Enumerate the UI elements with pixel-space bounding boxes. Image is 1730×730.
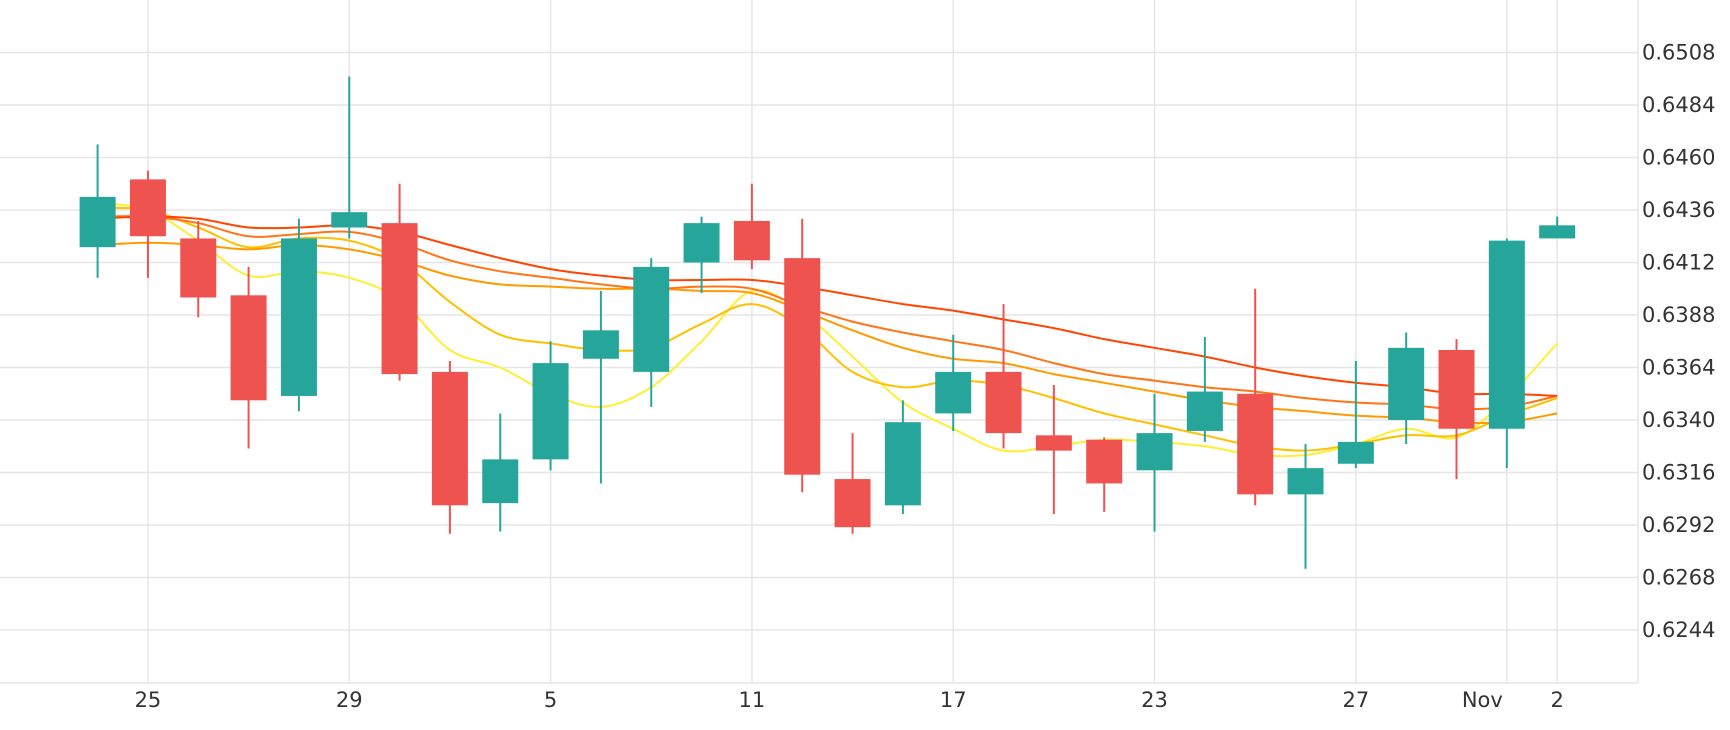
candle-body [1086, 439, 1123, 484]
candle-down [985, 304, 1022, 449]
candle-body [834, 479, 871, 528]
candle-up [280, 218, 317, 412]
candle-up [683, 216, 720, 294]
x-tick-label: 11 [739, 688, 766, 712]
candle-body [129, 179, 166, 237]
candle-body [683, 223, 720, 263]
candle-body [482, 459, 519, 504]
candle-body [1136, 433, 1173, 471]
x-tick-label: 5 [544, 688, 557, 712]
candle-body [331, 212, 368, 228]
candle-up [1539, 216, 1576, 239]
candle-up [633, 258, 670, 407]
x-tick-label: 23 [1141, 688, 1168, 712]
candle-up [1388, 332, 1425, 445]
candle-body [431, 371, 468, 506]
candle-body [180, 238, 217, 298]
candle-body [1237, 393, 1274, 495]
x-tick-label: 29 [336, 688, 363, 712]
y-tick-label: 0.6508 [1642, 41, 1715, 65]
candle-up [1287, 444, 1324, 569]
candle-up [935, 334, 972, 431]
candle-down [381, 183, 418, 381]
candle-down [834, 433, 871, 534]
y-tick-label: 0.6460 [1642, 146, 1715, 170]
candle-up [1488, 238, 1525, 469]
candle-up [1136, 393, 1173, 532]
candle-body [582, 330, 619, 359]
candle-body [985, 371, 1022, 434]
candle-body [230, 295, 267, 401]
candle-down [1438, 339, 1475, 480]
x-tick-label: 27 [1342, 688, 1369, 712]
x-tick-label: 2 [1550, 688, 1563, 712]
y-tick-label: 0.6316 [1642, 461, 1715, 485]
y-tick-label: 0.6436 [1642, 198, 1715, 222]
y-tick-label: 0.6244 [1642, 618, 1715, 642]
candles [79, 76, 1576, 569]
y-tick-label: 0.6364 [1642, 356, 1715, 380]
candle-body [884, 422, 921, 506]
candle-body [1035, 435, 1072, 451]
moving-average-line [97, 206, 1558, 452]
candle-down [230, 266, 267, 449]
moving-average-line [97, 241, 1558, 424]
candle-up [582, 290, 619, 484]
candle-down [180, 220, 217, 318]
candle-up [482, 413, 519, 532]
x-tick-label: 25 [135, 688, 162, 712]
candle-body [1337, 441, 1374, 464]
candle-body [280, 238, 317, 396]
y-tick-label: 0.6268 [1642, 566, 1715, 590]
moving-average-line [97, 202, 1558, 458]
y-tick-label: 0.6388 [1642, 303, 1715, 327]
candle-up [79, 144, 116, 278]
candle-up [1186, 336, 1223, 442]
y-tick-label: 0.6292 [1642, 513, 1715, 537]
candle-up [1337, 360, 1374, 469]
candle-down [1237, 288, 1274, 506]
candle-body [381, 223, 418, 375]
candle-body [633, 266, 670, 372]
candle-body [1388, 347, 1425, 420]
x-tick-label: 17 [940, 688, 967, 712]
candle-down [784, 218, 821, 493]
x-tick-label: Nov [1462, 688, 1503, 712]
candle-body [733, 220, 770, 261]
candle-body [1438, 350, 1475, 429]
candle-up [532, 341, 569, 471]
candle-body [1488, 240, 1525, 429]
candle-up [331, 76, 368, 239]
y-tick-label: 0.6412 [1642, 251, 1715, 275]
candle-up [884, 400, 921, 515]
y-axis-tick-labels: 0.6244 0.6268 0.6292 0.6316 0.6340 0.6364 0.63… [1642, 41, 1715, 643]
candle-body [935, 371, 972, 414]
candle-down [431, 360, 468, 534]
candle-body [79, 196, 116, 248]
candle-body [1186, 391, 1223, 431]
candle-down [129, 170, 166, 278]
moving-average-line [97, 215, 1558, 411]
candle-down [1035, 385, 1072, 515]
y-tick-label: 0.6484 [1642, 93, 1715, 117]
vertical-gridlines [147, 0, 1558, 683]
candle-down [1086, 437, 1123, 512]
y-tick-label: 0.6340 [1642, 408, 1715, 432]
candle-body [1539, 225, 1576, 239]
candle-body [532, 363, 569, 460]
candle-body [1287, 468, 1324, 495]
candle-down [733, 183, 770, 270]
candle-body [784, 258, 821, 475]
x-axis-tick-labels: 25 29 5 11 17 23 27 Nov 2 [135, 688, 1564, 712]
